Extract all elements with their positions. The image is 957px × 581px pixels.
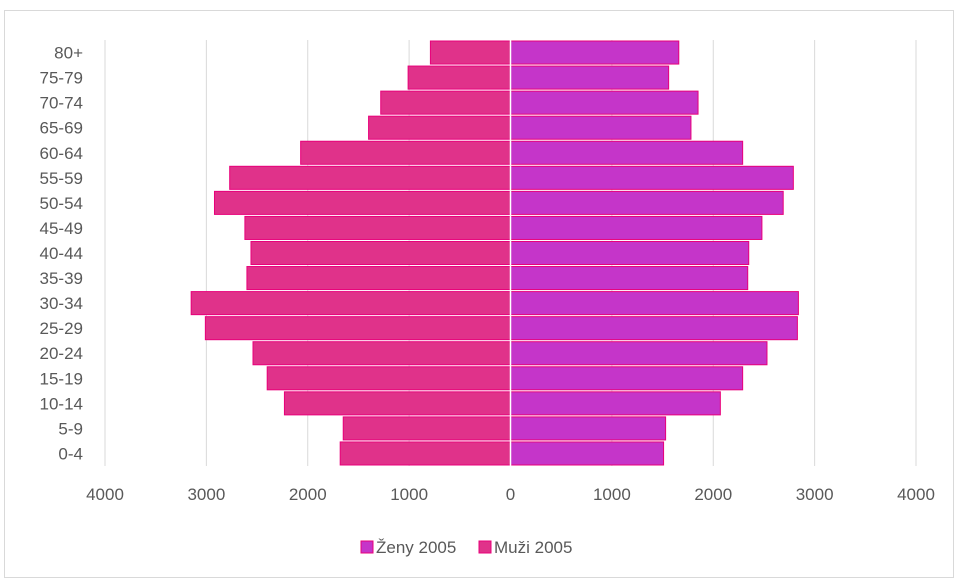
x-tick-label: 4000 [86, 485, 124, 504]
x-tick-label: 1000 [390, 485, 428, 504]
x-tick-label: 1000 [593, 485, 631, 504]
category-label-45-49: 45-49 [40, 219, 83, 238]
bar-zeny-20-24 [510, 341, 768, 366]
legend-label-muzi: Muži 2005 [494, 538, 572, 557]
category-label-0-4: 0-4 [58, 444, 83, 463]
bar-zeny-80+ [510, 40, 680, 65]
x-tick-label: 4000 [897, 485, 935, 504]
category-label-80+: 80+ [54, 44, 83, 63]
legend-swatch-muzi [478, 540, 492, 554]
bar-muzi-10-14 [283, 391, 511, 416]
bar-zeny-45-49 [510, 215, 763, 240]
bar-zeny-50-54 [510, 190, 784, 215]
category-label-30-34: 30-34 [40, 294, 83, 313]
category-label-10-14: 10-14 [40, 394, 83, 413]
bar-muzi-5-9 [342, 416, 512, 441]
bar-zeny-0-4 [510, 441, 665, 466]
category-label-65-69: 65-69 [40, 119, 83, 138]
bar-muzi-0-4 [339, 441, 511, 466]
bar-muzi-70-74 [380, 90, 511, 115]
category-label-55-59: 55-59 [40, 169, 83, 188]
bar-muzi-30-34 [190, 291, 511, 316]
legend: Ženy 2005 Muži 2005 [360, 538, 572, 557]
bar-zeny-60-64 [510, 140, 744, 165]
x-tick-label: 0 [506, 485, 515, 504]
bar-zeny-40-44 [510, 240, 750, 266]
bar-muzi-75-79 [407, 65, 511, 90]
bar-muzi-55-59 [229, 165, 511, 190]
bar-muzi-15-19 [266, 366, 512, 391]
category-label-15-19: 15-19 [40, 369, 83, 388]
bar-zeny-75-79 [510, 65, 670, 90]
bar-zeny-65-69 [510, 115, 692, 140]
bar-muzi-65-69 [368, 115, 512, 140]
x-tick-label: 2000 [694, 485, 732, 504]
category-label-20-24: 20-24 [40, 344, 83, 363]
category-label-60-64: 60-64 [40, 144, 83, 163]
x-tick-label: 2000 [289, 485, 327, 504]
legend-label-zeny: Ženy 2005 [376, 538, 456, 557]
bar-muzi-20-24 [252, 341, 511, 366]
category-label-50-54: 50-54 [40, 194, 83, 213]
bar-zeny-10-14 [510, 391, 721, 416]
category-label-70-74: 70-74 [40, 94, 83, 113]
category-label-25-29: 25-29 [40, 319, 83, 338]
bar-muzi-25-29 [204, 316, 512, 341]
x-tick-label: 3000 [796, 485, 834, 504]
bar-zeny-35-39 [510, 266, 749, 291]
bar-muzi-45-49 [244, 215, 512, 240]
category-label-40-44: 40-44 [40, 244, 83, 263]
category-label-35-39: 35-39 [40, 269, 83, 288]
category-label-5-9: 5-9 [58, 419, 83, 438]
bar-zeny-70-74 [510, 90, 699, 115]
category-labels: 0-4 5-9 10-14 15-19 20-24 25-29 30-34 35-39 40-4… [40, 44, 84, 464]
bar-zeny-55-59 [510, 165, 794, 190]
bar-zeny-25-29 [510, 316, 798, 341]
bar-muzi-35-39 [246, 266, 512, 291]
bar-muzi-60-64 [300, 140, 511, 165]
category-label-75-79: 75-79 [40, 69, 83, 88]
bar-zeny-5-9 [510, 416, 667, 441]
bar-muzi-40-44 [250, 240, 511, 266]
x-tick-labels: 4000 3000 2000 1000 0 1000 2000 3000 4000 [86, 485, 935, 504]
bars [190, 40, 799, 466]
bar-muzi-50-54 [213, 190, 512, 215]
bar-zeny-30-34 [510, 291, 799, 316]
legend-swatch-zeny [360, 540, 374, 554]
bar-muzi-80+ [429, 40, 512, 65]
x-tick-label: 3000 [187, 485, 225, 504]
bar-zeny-15-19 [510, 366, 744, 391]
